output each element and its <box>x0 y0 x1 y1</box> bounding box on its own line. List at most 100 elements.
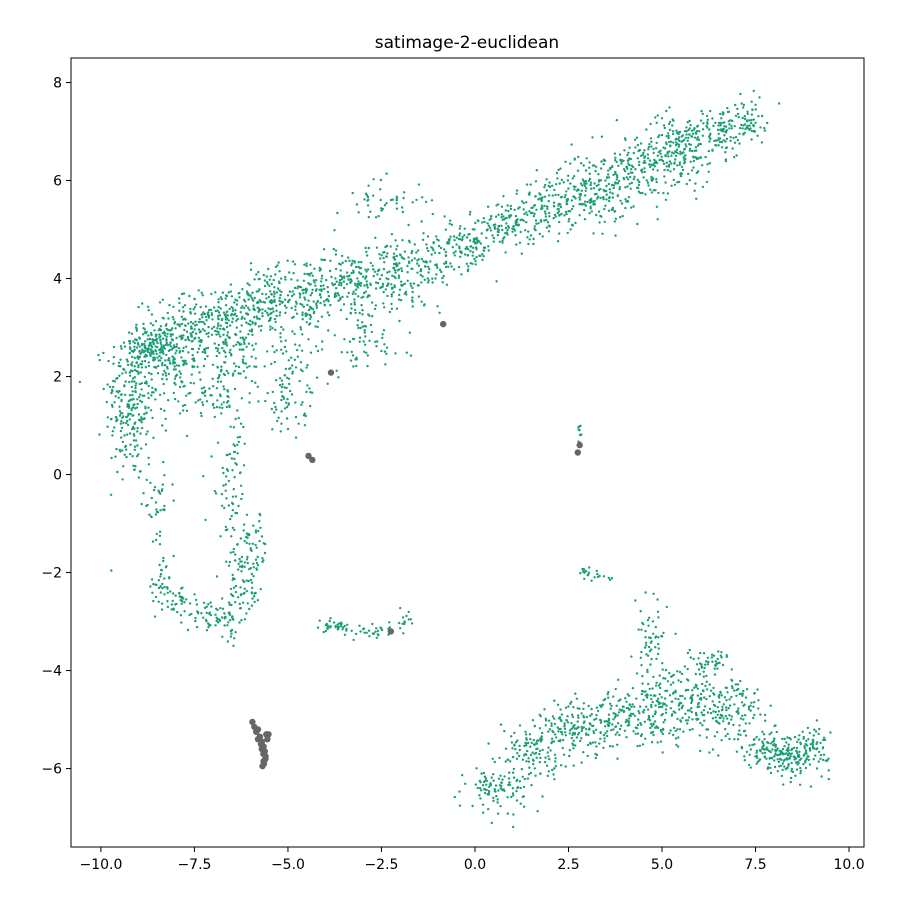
inlier-point <box>705 680 708 683</box>
inlier-point <box>769 771 773 775</box>
inlier-point <box>275 408 278 411</box>
inlier-point <box>118 405 121 408</box>
inlier-point <box>271 327 274 330</box>
inlier-point <box>604 204 607 207</box>
inlier-point <box>584 204 587 207</box>
inlier-point <box>538 749 542 753</box>
inlier-point <box>138 337 142 340</box>
inlier-point <box>458 238 462 241</box>
inlier-point <box>199 411 203 415</box>
inlier-point <box>337 376 340 379</box>
inlier-point <box>724 734 727 738</box>
inlier-point <box>489 229 493 232</box>
inlier-point <box>336 623 339 626</box>
inlier-point <box>692 166 695 169</box>
inlier-point <box>537 198 540 201</box>
inlier-point <box>647 145 650 149</box>
inlier-point <box>510 741 514 744</box>
inlier-point <box>337 299 340 302</box>
inlier-point <box>165 341 168 345</box>
inlier-point <box>204 315 208 319</box>
inlier-point <box>170 608 173 611</box>
inlier-point <box>722 703 725 706</box>
inlier-point <box>175 349 178 352</box>
inlier-point <box>685 678 689 681</box>
inlier-point <box>790 767 794 771</box>
inlier-point <box>675 137 678 140</box>
inlier-point <box>670 714 674 717</box>
inlier-point <box>642 151 645 155</box>
inlier-point <box>533 225 536 228</box>
inlier-point <box>547 755 550 758</box>
inlier-point <box>147 334 150 337</box>
inlier-point <box>533 204 536 207</box>
inlier-point <box>436 266 439 270</box>
inlier-point <box>483 246 487 249</box>
inlier-point <box>583 182 586 186</box>
inlier-point <box>175 345 178 348</box>
inlier-point <box>397 298 401 301</box>
inlier-point <box>564 210 568 214</box>
inlier-point <box>766 121 769 125</box>
inlier-point <box>300 349 304 352</box>
inlier-point <box>823 738 827 742</box>
inlier-point <box>788 757 792 760</box>
inlier-point <box>230 501 234 505</box>
inlier-point <box>677 679 680 682</box>
inlier-point <box>809 785 813 788</box>
inlier-point <box>706 122 709 125</box>
inlier-point <box>526 213 529 216</box>
inlier-point <box>380 209 383 212</box>
inlier-point <box>404 290 408 294</box>
inlier-point <box>333 283 337 286</box>
inlier-point <box>233 528 236 532</box>
inlier-point <box>689 656 692 659</box>
inlier-point <box>394 276 397 280</box>
inlier-point <box>204 518 207 522</box>
inlier-point <box>136 455 139 458</box>
inlier-point <box>608 166 612 170</box>
inlier-point <box>802 754 805 757</box>
inlier-point <box>464 782 467 785</box>
inlier-point <box>577 725 580 729</box>
inlier-point <box>766 748 769 751</box>
inlier-point <box>768 733 771 736</box>
inlier-point <box>671 151 674 154</box>
inlier-point <box>637 186 640 190</box>
inlier-point <box>564 765 567 768</box>
inlier-point <box>553 717 556 720</box>
inlier-point <box>270 407 273 411</box>
inlier-point <box>690 149 694 153</box>
inlier-point <box>516 218 519 221</box>
inlier-point <box>381 336 384 340</box>
inlier-point <box>239 330 242 333</box>
inlier-point <box>230 632 233 635</box>
inlier-point <box>724 727 727 731</box>
inlier-point <box>688 728 692 732</box>
inlier-point <box>359 630 362 633</box>
inlier-point <box>533 227 536 231</box>
inlier-point <box>510 735 513 738</box>
inlier-point <box>197 320 201 324</box>
inlier-point <box>227 601 231 604</box>
inlier-point <box>187 322 190 325</box>
inlier-point <box>582 702 586 705</box>
inlier-point <box>107 359 110 363</box>
inlier-point <box>390 307 394 310</box>
inlier-point <box>290 364 294 367</box>
inlier-point <box>742 718 745 721</box>
inlier-point <box>819 753 823 757</box>
inlier-point <box>168 359 171 362</box>
inlier-point <box>283 345 287 349</box>
inlier-point <box>563 731 567 734</box>
inlier-point <box>501 778 504 781</box>
inlier-point <box>278 383 282 387</box>
inlier-point <box>492 796 495 800</box>
inlier-point <box>137 453 140 456</box>
inlier-point <box>475 255 478 259</box>
inlier-point <box>271 307 274 310</box>
inlier-point <box>199 378 202 381</box>
inlier-point <box>255 561 259 565</box>
inlier-point <box>171 599 174 603</box>
inlier-point <box>241 336 245 339</box>
